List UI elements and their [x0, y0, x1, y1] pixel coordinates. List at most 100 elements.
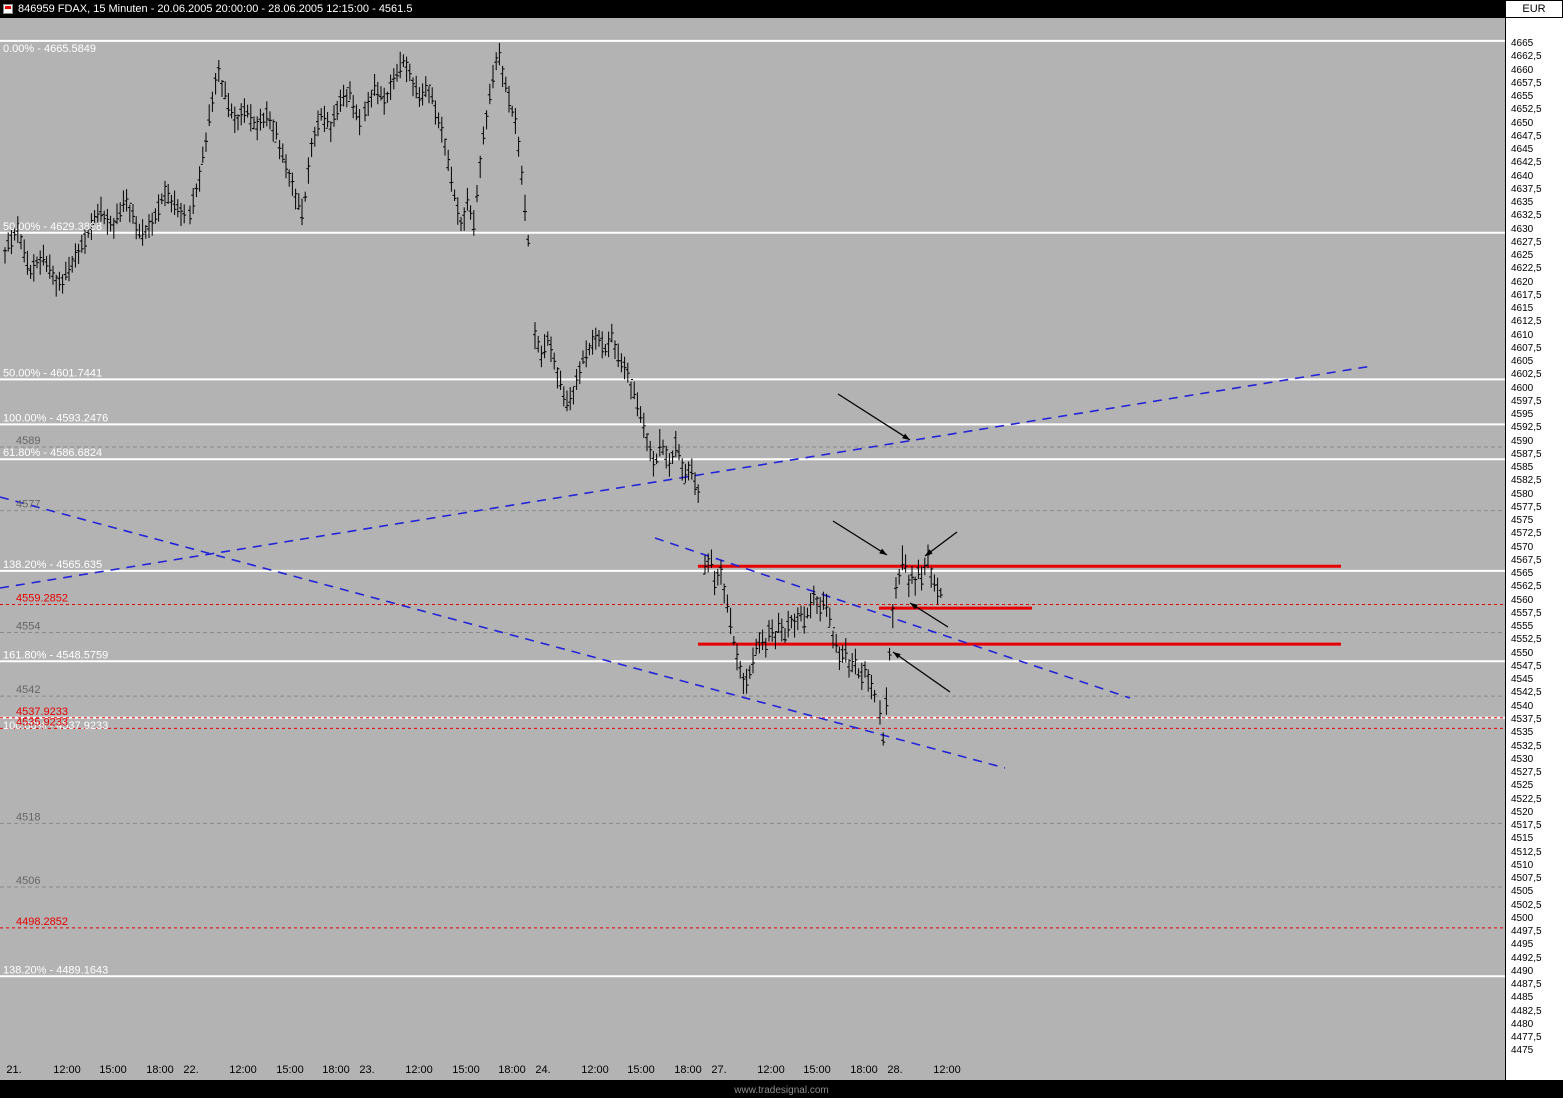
- price-tick-label: 4610: [1511, 329, 1534, 341]
- price-tick-label: 4535: [1511, 727, 1534, 739]
- time-tick-label: 15:00: [99, 1064, 127, 1076]
- price-tick-label: 4580: [1511, 488, 1534, 500]
- title-bar: 846959 FDAX, 15 Minuten - 20.06.2005 20:…: [0, 0, 1563, 18]
- annotation-arrows: [832, 393, 958, 693]
- price-tick-label: 4560: [1511, 594, 1534, 606]
- time-tick-label: 15:00: [452, 1064, 480, 1076]
- price-tick-label: 4497,5: [1511, 926, 1542, 938]
- price-tick-label: 4540: [1511, 700, 1534, 712]
- price-tick-label: 4487,5: [1511, 979, 1542, 991]
- price-tick-label: 4630: [1511, 223, 1534, 235]
- level-label: 0.00% - 4665.5849: [3, 43, 96, 55]
- level-label: 4498.2852: [16, 916, 68, 928]
- chart-canvas[interactable]: 0.00% - 4665.5849 50.00% - 4629.3898 50.00…: [0, 18, 1505, 1060]
- time-tick-label: 12:00: [53, 1064, 81, 1076]
- price-tick-label: 4635: [1511, 197, 1534, 209]
- trendlines: [0, 365, 1373, 769]
- currency-unit-label: EUR: [1505, 0, 1563, 18]
- price-tick-label: 4612,5: [1511, 316, 1542, 328]
- price-tick-label: 4512,5: [1511, 846, 1542, 858]
- price-tick-label: 4590: [1511, 435, 1534, 447]
- price-tick-label: 4492,5: [1511, 952, 1542, 964]
- time-tick-label: 15:00: [276, 1064, 304, 1076]
- fib-level-lines: [0, 39, 1505, 978]
- time-tick-label: 18:00: [850, 1064, 878, 1076]
- level-label: 161.80% - 4548.5759: [3, 649, 108, 661]
- grid-levels: [0, 446, 1505, 888]
- price-tick-label: 4482,5: [1511, 1005, 1542, 1017]
- level-label: 4589: [16, 435, 40, 447]
- price-tick-label: 4547,5: [1511, 660, 1542, 672]
- price-tick-label: 4575: [1511, 515, 1534, 527]
- time-tick-label: 18:00: [322, 1064, 350, 1076]
- price-tick-label: 4490: [1511, 965, 1534, 977]
- price-tick-label: 4542,5: [1511, 687, 1542, 699]
- price-tick-label: 4642,5: [1511, 157, 1542, 169]
- red-dotted-lines: [0, 603, 1505, 929]
- price-tick-label: 4645: [1511, 144, 1534, 156]
- price-tick-label: 4597,5: [1511, 395, 1542, 407]
- level-label: 100.00% - 4593.2476: [3, 412, 108, 424]
- price-axis[interactable]: 4665 4662,5 4660 4657,5 4655 4652,5 4650 4647,5…: [1505, 18, 1563, 1080]
- level-label: 4518: [16, 811, 40, 823]
- time-tick-label: 15:00: [627, 1064, 655, 1076]
- price-tick-label: 4577,5: [1511, 501, 1542, 513]
- level-label: 4554: [16, 621, 40, 633]
- price-tick-label: 4555: [1511, 621, 1534, 633]
- time-tick-label: 27.: [711, 1064, 727, 1076]
- price-tick-label: 4600: [1511, 382, 1534, 394]
- price-tick-label: 4617,5: [1511, 289, 1542, 301]
- watermark: www.tradesignal.com: [734, 1085, 829, 1096]
- price-tick-label: 4515: [1511, 833, 1534, 845]
- price-tick-label: 4602,5: [1511, 369, 1542, 381]
- price-tick-label: 4525: [1511, 780, 1534, 792]
- price-tick-label: 4522,5: [1511, 793, 1542, 805]
- chart-background[interactable]: [0, 18, 1505, 1060]
- price-tick-label: 4537,5: [1511, 714, 1542, 725]
- price-tick-label: 4500: [1511, 912, 1534, 924]
- time-tick-label: 12:00: [581, 1064, 609, 1076]
- price-tick-label: 4605: [1511, 356, 1534, 368]
- price-tick-label: 4625: [1511, 250, 1534, 262]
- price-tick-label: 4507,5: [1511, 873, 1542, 885]
- price-tick-label: 4637,5: [1511, 183, 1542, 195]
- price-tick-label: 4585: [1511, 462, 1534, 474]
- price-tick-label: 4660: [1511, 64, 1534, 76]
- time-tick-label: 23.: [359, 1064, 375, 1076]
- price-tick-label: 4650: [1511, 117, 1534, 129]
- time-axis[interactable]: 21. 12:00 15:00 18:00 22. 12:00 15:00 18:00 23. 1…: [0, 1060, 1505, 1080]
- time-tick-label: 18:00: [498, 1064, 526, 1076]
- price-tick-label: 4662,5: [1511, 51, 1542, 63]
- price-tick-label: 4592,5: [1511, 422, 1542, 434]
- price-tick-label: 4552,5: [1511, 634, 1542, 646]
- price-tick-label: 4502,5: [1511, 899, 1542, 911]
- price-tick-label: 4485: [1511, 992, 1534, 1004]
- price-tick-label: 4570: [1511, 541, 1534, 553]
- level-label: 100.00% - 4537.9233: [3, 720, 108, 732]
- level-label: 4506: [16, 875, 40, 887]
- level-label: 138.20% - 4565.635: [3, 559, 102, 571]
- price-tick-label: 4495: [1511, 939, 1534, 951]
- price-tick-label: 4532,5: [1511, 740, 1542, 752]
- price-tick-label: 4557,5: [1511, 607, 1542, 619]
- price-tick-label: 4665: [1511, 38, 1534, 49]
- price-tick-label: 4565: [1511, 568, 1534, 580]
- price-tick-label: 4632,5: [1511, 210, 1542, 222]
- price-tick-label: 4480: [1511, 1018, 1534, 1030]
- level-label: 4577: [16, 499, 40, 511]
- chart-title: 846959 FDAX, 15 Minuten - 20.06.2005 20:…: [18, 3, 413, 15]
- price-tick-label: 4607,5: [1511, 342, 1542, 354]
- time-tick-label: 12:00: [757, 1064, 785, 1076]
- time-tick-label: 12:00: [229, 1064, 257, 1076]
- level-label: 50.00% - 4629.3898: [3, 221, 102, 233]
- time-tick-label: 24.: [535, 1064, 551, 1076]
- level-label: 4542: [16, 684, 40, 696]
- price-tick-label: 4572,5: [1511, 528, 1542, 540]
- price-tick-label: 4505: [1511, 886, 1534, 898]
- price-tick-label: 4655: [1511, 91, 1534, 103]
- time-tick-label: 21.: [6, 1064, 22, 1076]
- level-label: 138.20% - 4489.1643: [3, 964, 108, 976]
- price-tick-label: 4477,5: [1511, 1032, 1542, 1044]
- price-tick-label: 4627,5: [1511, 236, 1542, 248]
- price-tick-label: 4622,5: [1511, 263, 1542, 275]
